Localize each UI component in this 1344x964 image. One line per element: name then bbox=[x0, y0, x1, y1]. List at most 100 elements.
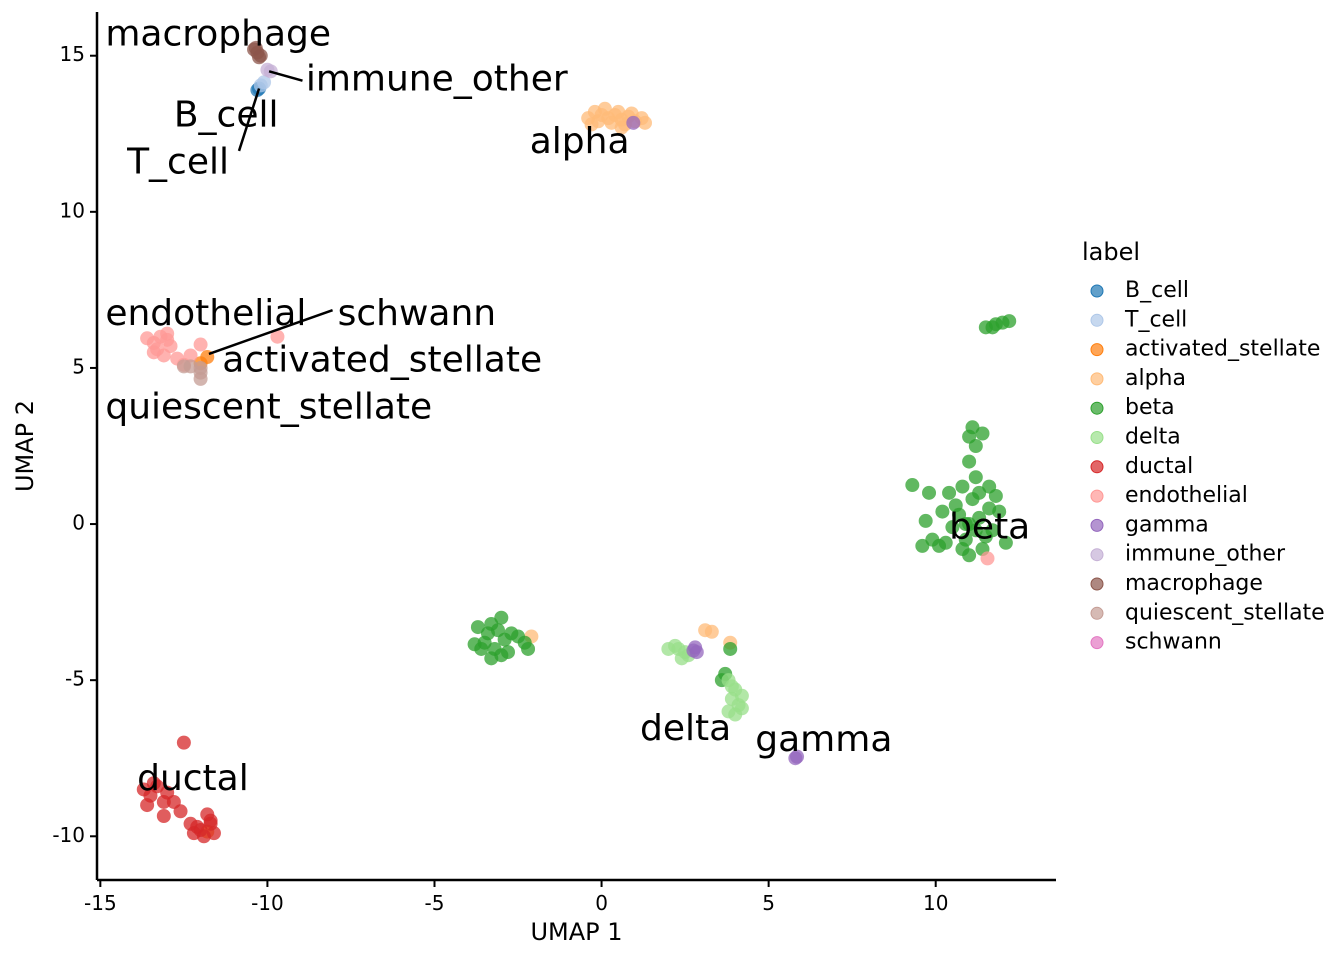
cluster-label-schwann: schwann bbox=[338, 293, 497, 334]
point-beta bbox=[915, 538, 930, 553]
point-beta bbox=[723, 641, 738, 656]
legend-title: label bbox=[1082, 238, 1140, 266]
point-beta bbox=[945, 520, 960, 535]
legend-key-quiescent-stellate bbox=[1090, 606, 1104, 620]
legend-key-schwann bbox=[1090, 636, 1104, 650]
point-beta bbox=[975, 426, 990, 441]
y-tick-label: 0 bbox=[72, 511, 85, 535]
legend-label-immune-other: immune_other bbox=[1125, 542, 1286, 567]
point-quiescent-stellate bbox=[193, 371, 208, 386]
point-ductal bbox=[136, 782, 151, 797]
point-beta bbox=[955, 542, 970, 557]
point-alpha bbox=[584, 117, 599, 132]
x-tick-label: -5 bbox=[425, 891, 445, 915]
point-endothelial bbox=[980, 551, 995, 566]
point-beta bbox=[985, 523, 1000, 538]
cluster-label-quiescent-stellate: quiescent_stellate bbox=[105, 387, 432, 428]
series-gamma bbox=[626, 115, 805, 766]
point-beta bbox=[985, 320, 1000, 335]
legend-key-delta bbox=[1090, 431, 1104, 444]
legend-label-gamma: gamma bbox=[1125, 512, 1209, 537]
point-beta bbox=[467, 637, 482, 652]
leader-line bbox=[208, 309, 333, 356]
point-ductal bbox=[176, 735, 191, 750]
legend-key-immune-other bbox=[1090, 548, 1104, 562]
series-macrophage bbox=[247, 40, 268, 65]
point-beta bbox=[942, 485, 957, 500]
point-beta bbox=[948, 498, 963, 513]
point-endothelial bbox=[140, 331, 155, 346]
point-beta bbox=[484, 651, 499, 666]
legend-label-macrophage: macrophage bbox=[1125, 571, 1263, 596]
point-beta bbox=[470, 620, 485, 635]
cluster-label-b-cell: B_cell bbox=[174, 95, 279, 136]
point-beta bbox=[922, 485, 937, 500]
point-endothelial bbox=[146, 345, 161, 360]
point-beta bbox=[972, 510, 987, 525]
series-ductal bbox=[136, 735, 221, 844]
point-beta bbox=[982, 479, 997, 494]
legend-label-schwann: schwann bbox=[1125, 630, 1222, 655]
cluster-labels-layer: macrophage immune_other B_cell T_cell alpha e… bbox=[105, 13, 1030, 799]
point-quiescent-stellate bbox=[176, 359, 191, 374]
x-tick-label: -10 bbox=[251, 891, 284, 915]
point-ductal bbox=[203, 816, 218, 831]
point-endothelial bbox=[163, 339, 178, 354]
leader-line bbox=[268, 70, 303, 82]
point-beta bbox=[998, 535, 1013, 550]
cluster-label-ductal: ductal bbox=[137, 758, 249, 799]
points-layer bbox=[136, 40, 1017, 844]
cluster-label-gamma: gamma bbox=[755, 719, 892, 760]
legend-key-t-cell bbox=[1090, 313, 1104, 327]
point-beta bbox=[955, 479, 970, 494]
y-tick-label: -10 bbox=[52, 823, 85, 847]
point-endothelial bbox=[270, 329, 285, 344]
point-alpha bbox=[597, 101, 612, 116]
point-macrophage bbox=[252, 50, 267, 65]
point-beta bbox=[962, 454, 977, 469]
point-alpha bbox=[638, 115, 652, 130]
legend-key-activated-stellate bbox=[1090, 343, 1104, 357]
point-t-cell bbox=[253, 78, 268, 93]
cluster-label-macrophage: macrophage bbox=[105, 13, 331, 54]
point-ductal bbox=[173, 804, 188, 819]
x-tick-label: 5 bbox=[762, 891, 775, 915]
point-gamma bbox=[788, 751, 803, 766]
legend-label-b-cell: B_cell bbox=[1125, 278, 1189, 303]
point-endothelial bbox=[193, 337, 208, 352]
y-tick-label: 15 bbox=[60, 42, 85, 66]
point-delta bbox=[724, 679, 739, 694]
point-beta bbox=[918, 513, 933, 528]
point-endothelial bbox=[160, 326, 175, 341]
legend-key-gamma bbox=[1090, 518, 1104, 532]
point-delta bbox=[674, 651, 689, 666]
y-tick-label: 10 bbox=[60, 198, 85, 222]
cluster-label-alpha: alpha bbox=[530, 121, 630, 162]
cluster-label-immune-other: immune_other bbox=[306, 59, 568, 100]
point-ductal bbox=[156, 808, 171, 823]
series-endothelial bbox=[140, 326, 995, 566]
axes-layer: -15 -10 -5 0 5 10 -10 -5 0 5 10 15 UMAP 1 UMAP 2 bbox=[11, 12, 1056, 946]
legend-label-ductal: ductal bbox=[1125, 454, 1193, 479]
point-beta bbox=[925, 532, 940, 547]
point-beta bbox=[521, 641, 536, 656]
cluster-label-activated-stellate: activated_stellate bbox=[222, 340, 542, 381]
point-gamma bbox=[626, 115, 641, 130]
point-alpha bbox=[614, 120, 629, 135]
point-beta bbox=[982, 501, 997, 516]
point-beta bbox=[968, 523, 983, 538]
point-beta bbox=[972, 485, 987, 500]
series-beta bbox=[467, 314, 1017, 688]
legend-key-alpha bbox=[1090, 372, 1104, 386]
point-beta bbox=[968, 470, 983, 485]
y-tick-label: 5 bbox=[72, 354, 85, 378]
cluster-label-beta: beta bbox=[949, 507, 1030, 548]
legend-key-macrophage bbox=[1090, 577, 1104, 591]
legend-label-alpha: alpha bbox=[1125, 366, 1186, 391]
point-gamma bbox=[688, 640, 703, 655]
leader-line bbox=[237, 88, 261, 152]
legend-label-quiescent-stellate: quiescent_stellate bbox=[1125, 600, 1325, 625]
legend-label-endothelial: endothelial bbox=[1125, 483, 1248, 508]
series-alpha bbox=[524, 101, 738, 650]
